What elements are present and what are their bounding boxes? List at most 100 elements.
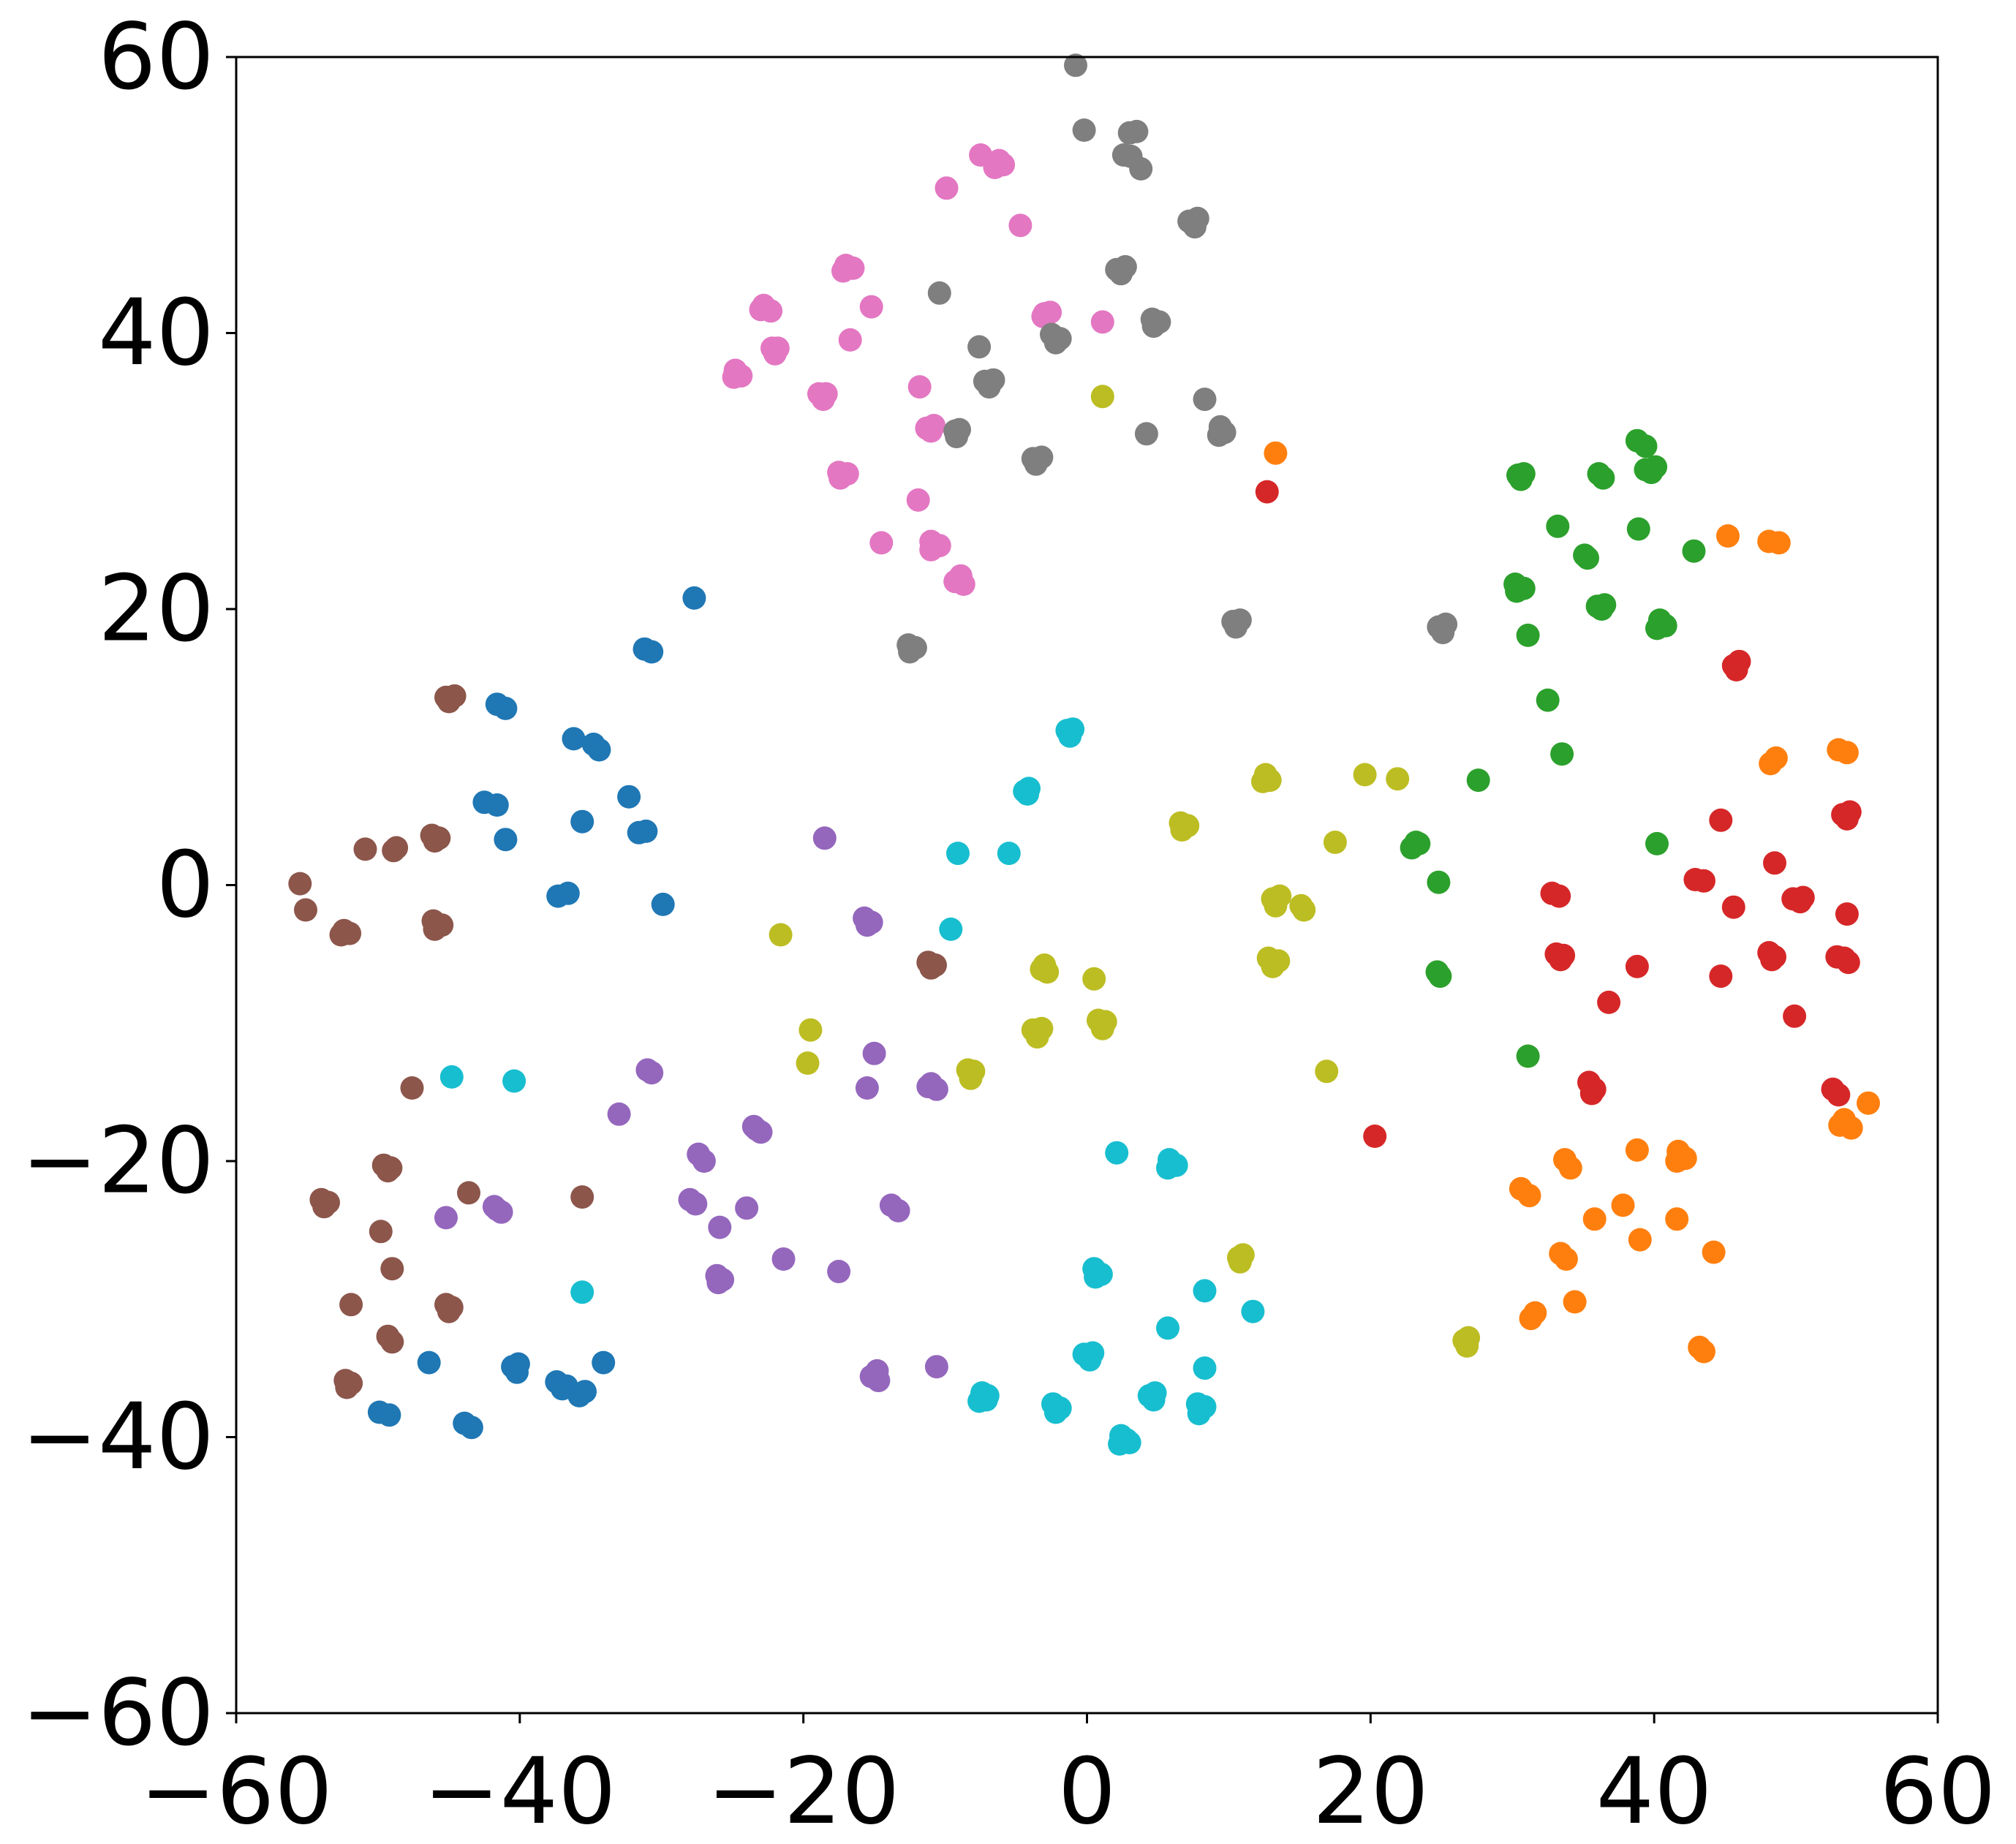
data-point-series-2-34 bbox=[1428, 964, 1452, 989]
x-tick-label: 60 bbox=[1879, 1739, 1996, 1844]
data-point-series-4-5 bbox=[855, 1076, 879, 1100]
data-point-series-6-12 bbox=[859, 295, 883, 319]
data-point-series-8-8 bbox=[1170, 818, 1194, 842]
data-point-series-7-37 bbox=[898, 640, 922, 664]
data-point-series-3-27 bbox=[1836, 951, 1860, 975]
x-tick-label: −20 bbox=[707, 1739, 900, 1844]
data-point-series-3-21 bbox=[1625, 954, 1649, 978]
data-point-series-1-25 bbox=[1554, 1247, 1578, 1271]
data-point-series-6-33 bbox=[828, 466, 853, 490]
data-point-series-2-14 bbox=[1682, 539, 1706, 563]
data-point-series-8-9 bbox=[1323, 831, 1347, 854]
data-point-series-3-8 bbox=[1835, 806, 1859, 831]
data-point-series-5-34 bbox=[437, 1299, 461, 1323]
data-point-series-5-6 bbox=[353, 837, 377, 861]
data-point-series-8-40 bbox=[1455, 1334, 1479, 1358]
data-point-series-3-0 bbox=[1255, 480, 1279, 504]
data-point-series-5-22 bbox=[457, 1181, 480, 1205]
data-point-series-2-13 bbox=[1576, 546, 1599, 570]
data-point-series-1-26 bbox=[1702, 1240, 1726, 1264]
data-point-series-7-28 bbox=[1193, 388, 1217, 412]
data-point-series-4-24 bbox=[485, 1198, 509, 1222]
x-tick-label: 0 bbox=[1058, 1739, 1117, 1844]
data-point-series-6-35 bbox=[869, 531, 894, 555]
data-point-series-9-5 bbox=[1016, 782, 1040, 806]
data-point-series-6-8 bbox=[831, 259, 855, 283]
data-point-series-4-35 bbox=[867, 1369, 891, 1393]
data-point-series-0-5 bbox=[562, 727, 586, 751]
data-point-series-6-15 bbox=[1031, 304, 1055, 328]
y-tick-label: 20 bbox=[98, 556, 214, 662]
data-point-series-6-20 bbox=[763, 341, 787, 366]
data-point-series-5-9 bbox=[288, 872, 312, 896]
data-point-series-7-23 bbox=[977, 375, 1001, 399]
data-point-series-8-12 bbox=[1264, 893, 1288, 918]
data-point-series-8-15 bbox=[769, 923, 793, 947]
x-tick-label: −40 bbox=[423, 1739, 616, 1844]
data-point-series-8-30 bbox=[796, 1051, 820, 1075]
data-points bbox=[288, 53, 1880, 1456]
data-point-series-3-29 bbox=[1597, 990, 1621, 1014]
data-point-series-2-10 bbox=[1546, 514, 1570, 538]
data-point-series-9-20 bbox=[1156, 1316, 1179, 1340]
data-point-series-0-12 bbox=[617, 785, 641, 809]
data-point-series-4-19 bbox=[735, 1196, 759, 1220]
data-point-series-8-29 bbox=[799, 1018, 823, 1042]
y-tick-label: −40 bbox=[21, 1384, 214, 1490]
data-point-series-2-17 bbox=[1505, 579, 1529, 603]
data-point-series-0-9 bbox=[485, 793, 509, 817]
data-point-series-4-26 bbox=[708, 1215, 732, 1239]
data-point-series-0-20 bbox=[377, 1403, 401, 1427]
data-point-series-5-21 bbox=[570, 1185, 594, 1209]
data-point-series-8-22 bbox=[1082, 967, 1106, 991]
data-point-series-6-11 bbox=[749, 298, 773, 322]
data-point-series-5-19 bbox=[919, 956, 943, 980]
data-point-series-8-14 bbox=[1289, 893, 1313, 918]
data-point-series-1-3 bbox=[1767, 531, 1791, 555]
data-point-series-3-20 bbox=[1552, 943, 1576, 967]
x-tick-label: −60 bbox=[140, 1739, 333, 1844]
data-point-series-3-24 bbox=[1760, 948, 1784, 972]
data-point-series-3-16 bbox=[1791, 885, 1815, 910]
data-point-series-3-12 bbox=[1692, 869, 1715, 893]
data-point-series-1-27 bbox=[1563, 1290, 1587, 1314]
data-point-series-1-21 bbox=[1611, 1193, 1635, 1217]
data-point-series-2-4 bbox=[1509, 467, 1533, 491]
data-point-series-9-7 bbox=[997, 842, 1021, 866]
data-point-series-1-5 bbox=[1764, 746, 1788, 770]
x-tick-label: 40 bbox=[1596, 1739, 1713, 1844]
data-point-series-0-4 bbox=[494, 696, 518, 720]
plot-area-frame bbox=[235, 56, 1939, 1715]
data-point-series-1-20 bbox=[1582, 1207, 1607, 1231]
data-point-series-4-21 bbox=[886, 1198, 910, 1223]
data-point-series-1-29 bbox=[1519, 1307, 1543, 1331]
data-point-series-6-41 bbox=[951, 573, 975, 596]
data-point-series-8-4 bbox=[1353, 763, 1377, 787]
data-point-series-5-30 bbox=[380, 1257, 404, 1281]
axis-ticks: −60 −40 −20 0 20 40 60 −60 −40 −20 0 20 40 60 bbox=[21, 4, 1996, 1844]
data-point-series-8-33 bbox=[959, 1066, 983, 1090]
data-point-series-7-0 bbox=[1064, 53, 1087, 78]
data-point-series-2-35 bbox=[1516, 1044, 1540, 1068]
data-point-series-4-0 bbox=[812, 826, 837, 850]
data-point-series-4-18 bbox=[684, 1192, 708, 1216]
data-point-series-1-31 bbox=[1692, 1339, 1715, 1364]
data-point-series-1-12 bbox=[1625, 1138, 1649, 1162]
y-tick-label: 40 bbox=[98, 280, 214, 386]
data-point-series-5-25 bbox=[312, 1195, 336, 1219]
data-point-series-4-4 bbox=[862, 1041, 886, 1065]
data-point-series-2-24 bbox=[1516, 623, 1540, 647]
data-point-series-9-8 bbox=[939, 917, 963, 941]
data-point-series-1-22 bbox=[1665, 1207, 1689, 1231]
data-point-series-5-28 bbox=[376, 1159, 400, 1183]
data-point-series-0-11 bbox=[570, 809, 594, 834]
data-point-series-5-29 bbox=[369, 1220, 393, 1244]
data-point-series-2-26 bbox=[1550, 742, 1574, 766]
data-point-series-4-8 bbox=[916, 1075, 940, 1099]
data-point-series-4-14 bbox=[744, 1117, 769, 1141]
data-point-series-5-31 bbox=[339, 1293, 363, 1317]
data-point-series-6-5 bbox=[1008, 214, 1032, 238]
y-tick-label: −20 bbox=[21, 1108, 214, 1214]
data-point-series-8-3 bbox=[1251, 769, 1275, 793]
